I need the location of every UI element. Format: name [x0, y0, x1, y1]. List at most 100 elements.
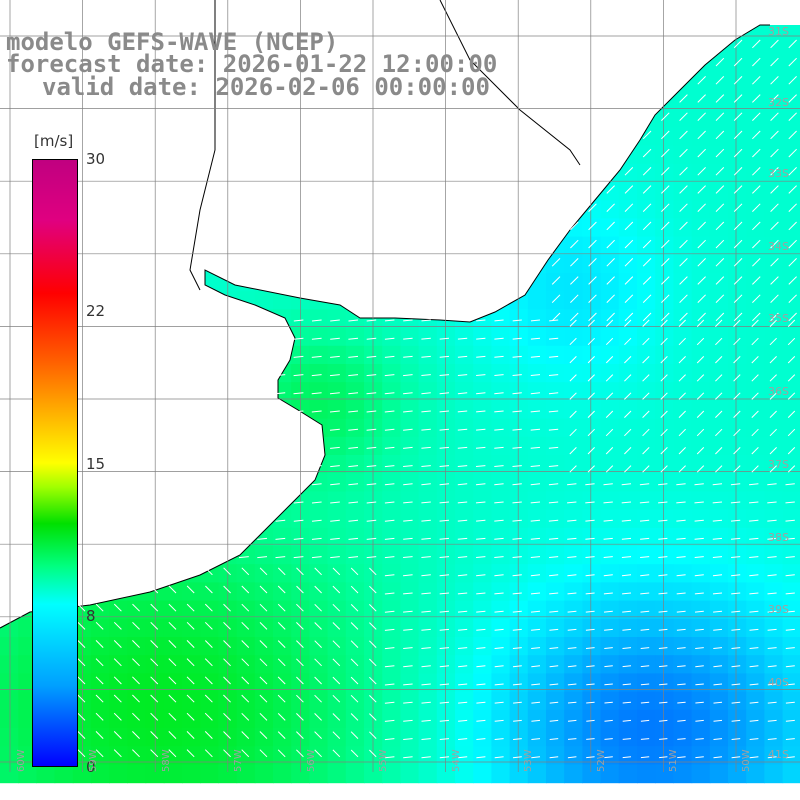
wind-speed-cell [728, 382, 747, 401]
wind-speed-cell [418, 600, 438, 620]
wind-arrow [223, 567, 231, 576]
wind-arrow [95, 621, 104, 630]
wind-speed-cell [728, 691, 747, 711]
wind-speed-cell [509, 364, 529, 383]
wind-arrow [366, 337, 377, 340]
wind-speed-cell [782, 637, 800, 656]
wind-speed-cell [637, 546, 656, 565]
wind-arrow [749, 556, 759, 558]
wind-speed-cell [582, 218, 602, 238]
wind-arrow [77, 621, 86, 630]
wind-speed-cell [709, 327, 729, 347]
wind-speed-cell [709, 491, 729, 511]
wind-speed-cell [327, 491, 347, 511]
wind-arrow [132, 712, 140, 721]
wind-speed-cell [473, 527, 492, 547]
wind-speed-cell [418, 327, 438, 347]
wind-arrow [752, 258, 761, 267]
wind-arrow [752, 112, 761, 121]
wind-arrow [494, 537, 504, 540]
wind-speed-cell [655, 145, 674, 165]
wind-speed-cell [600, 764, 620, 784]
wind-speed-cell [327, 691, 347, 711]
wind-speed-cell [728, 163, 747, 183]
wind-arrow [587, 447, 595, 455]
wind-arrow [658, 556, 668, 558]
wind-arrow [661, 276, 670, 285]
wind-speed-cell [637, 691, 656, 711]
wind-speed-cell [400, 473, 420, 492]
wind-speed-cell [782, 436, 800, 456]
wind-speed-cell [455, 709, 474, 729]
wind-arrow [348, 428, 359, 431]
wind-speed-cell [728, 655, 747, 674]
wind-speed-cell [655, 455, 674, 474]
wind-speed-cell [455, 582, 474, 602]
wind-speed-cell [709, 400, 729, 420]
wind-arrow [329, 392, 340, 395]
wind-arrow [733, 57, 743, 67]
wind-arrow [712, 501, 723, 504]
wind-speed-cell [655, 327, 674, 347]
wind-arrow [348, 465, 359, 468]
wind-speed-cell [254, 291, 274, 310]
wind-speed-cell [327, 746, 347, 765]
wind-arrow [421, 574, 431, 577]
wind-arrow [494, 355, 504, 358]
lon-label: 58W [161, 749, 172, 772]
wind-speed-cell [746, 582, 765, 602]
wind-arrow [113, 658, 122, 667]
wind-speed-cell [345, 455, 365, 474]
wind-arrow [369, 713, 377, 721]
wind-speed-cell [600, 728, 620, 747]
wind-speed-cell [345, 473, 365, 492]
wind-speed-cell [345, 600, 365, 620]
wind-speed-cell [455, 764, 474, 784]
wind-speed-cell [691, 182, 711, 201]
wind-speed-cell [436, 546, 456, 565]
wind-arrow [223, 603, 231, 612]
wind-speed-cell [418, 746, 438, 765]
wind-arrow [567, 628, 577, 631]
wind-speed-cell [691, 127, 711, 147]
wind-speed-cell [309, 327, 329, 347]
wind-arrow [186, 749, 195, 758]
wind-speed-cell [637, 163, 656, 183]
wind-speed-cell [564, 364, 583, 383]
wind-arrow [715, 258, 725, 267]
wind-arrow [624, 392, 632, 400]
wind-arrow [715, 94, 725, 103]
wind-speed-cell [582, 691, 602, 711]
wind-speed-cell [618, 254, 638, 274]
wind-speed-cell [673, 364, 693, 383]
wind-arrow [421, 483, 431, 486]
wind-speed-cell [400, 455, 420, 474]
wind-arrow [770, 185, 779, 194]
wind-arrow [731, 738, 741, 740]
wind-arrow [660, 356, 668, 364]
wind-speed-cell [673, 382, 693, 401]
wind-speed-cell [728, 546, 747, 565]
wind-speed-cell [382, 455, 401, 474]
wind-speed-cell [364, 345, 383, 365]
wind-speed-cell [582, 546, 602, 565]
wind-speed-cell [637, 673, 656, 693]
wind-arrow [314, 713, 322, 721]
wind-arrow [606, 239, 615, 249]
wind-speed-cell [582, 746, 602, 765]
wind-speed-cell [418, 728, 438, 747]
wind-speed-cell [364, 691, 383, 711]
wind-speed-cell [618, 600, 638, 620]
wind-speed-cell [582, 509, 602, 529]
wind-speed-cell [364, 491, 383, 511]
lat-label: 31S [768, 25, 789, 38]
wind-speed-cell [746, 436, 765, 456]
wind-arrow [421, 410, 431, 413]
wind-speed-cell [673, 473, 693, 492]
wind-speed-cell [327, 309, 347, 329]
wind-speed-cell [618, 345, 638, 365]
wind-speed-cell [782, 673, 800, 693]
wind-speed-cell [618, 418, 638, 438]
wind-speed-cell [637, 145, 656, 165]
wind-speed-cell [546, 655, 565, 674]
